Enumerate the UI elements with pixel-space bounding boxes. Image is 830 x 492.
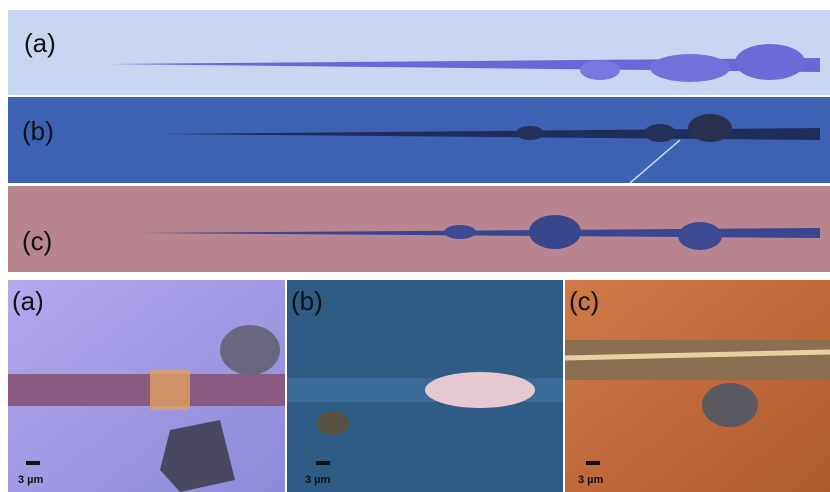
debris	[688, 114, 732, 142]
debris	[425, 372, 535, 408]
panel-label: (c)	[22, 226, 52, 256]
top-panel-b: (b)	[8, 97, 830, 183]
top-panel-c: (c)	[8, 186, 830, 272]
panel-label: (a)	[24, 28, 56, 58]
bottom-panel-b: (b) 3 µm	[287, 280, 563, 492]
scale-label: 3 µm	[18, 474, 44, 486]
scale-label: 3 µm	[578, 474, 604, 486]
panel-label: (a)	[12, 286, 44, 316]
bottom-panel-a: (a) 3 µm	[8, 280, 285, 492]
debris	[644, 124, 676, 142]
debris	[150, 370, 190, 410]
debris	[678, 222, 722, 250]
panel-label: (b)	[22, 116, 54, 146]
panel-label: (c)	[569, 286, 599, 316]
bottom-panel-c: (c) 3 µm	[565, 280, 830, 492]
top-panel-a: (a)	[8, 10, 830, 95]
debris	[529, 215, 581, 249]
debris	[650, 54, 730, 82]
micrograph	[8, 10, 830, 95]
debris	[702, 383, 758, 427]
debris	[580, 60, 620, 80]
scratch	[565, 340, 830, 380]
figure: (a) (b) (c) (a) 3 µm (b) 3 µm	[0, 0, 830, 492]
debris	[444, 225, 476, 239]
page: {"top_panels": [{"label": "(a)"}, {"labe…	[0, 0, 830, 492]
micrograph	[565, 280, 830, 492]
debris	[516, 126, 544, 140]
scratch	[8, 374, 285, 406]
debris	[735, 44, 805, 80]
debris	[220, 325, 280, 375]
panel-label: (b)	[291, 286, 323, 316]
debris	[317, 411, 349, 435]
scale-label: 3 µm	[305, 474, 331, 486]
